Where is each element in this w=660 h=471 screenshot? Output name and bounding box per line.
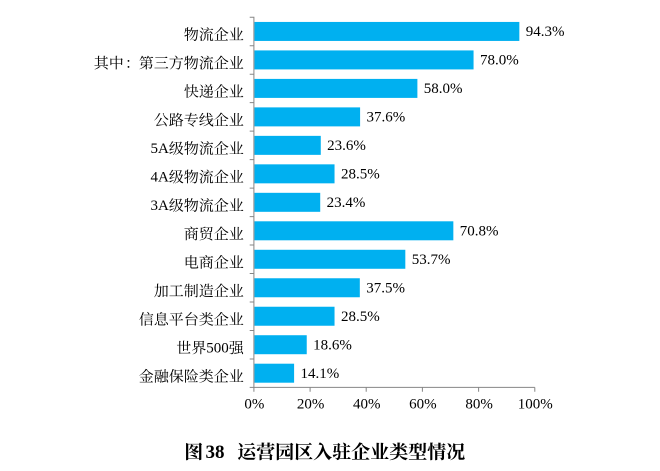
svg-text:38: 38 [206,442,225,463]
svg-text:37.6%: 37.6% [367,109,406,125]
svg-text:100%: 100% [518,397,553,413]
svg-text:70.8%: 70.8% [460,223,499,239]
svg-text:58.0%: 58.0% [424,81,463,97]
svg-text:500: 500 [206,341,229,357]
svg-text:37.5%: 37.5% [366,280,405,296]
svg-text:5A: 5A [150,141,169,157]
svg-text:53.7%: 53.7% [412,252,451,268]
svg-text:4A: 4A [150,170,169,186]
svg-text:60%: 60% [409,397,437,413]
svg-text:23.4%: 23.4% [327,195,366,211]
svg-text:28.5%: 28.5% [341,309,380,325]
svg-text:40%: 40% [353,397,381,413]
svg-text:78.0%: 78.0% [480,53,519,69]
svg-text:3A: 3A [150,198,169,214]
svg-text:20%: 20% [297,397,325,413]
svg-text:28.5%: 28.5% [341,166,380,182]
svg-text:94.3%: 94.3% [526,24,565,40]
svg-text:80%: 80% [465,397,493,413]
svg-text:23.6%: 23.6% [327,138,366,154]
svg-text:14.1%: 14.1% [301,366,340,382]
svg-text:0%: 0% [244,397,264,413]
svg-text:18.6%: 18.6% [313,337,352,353]
